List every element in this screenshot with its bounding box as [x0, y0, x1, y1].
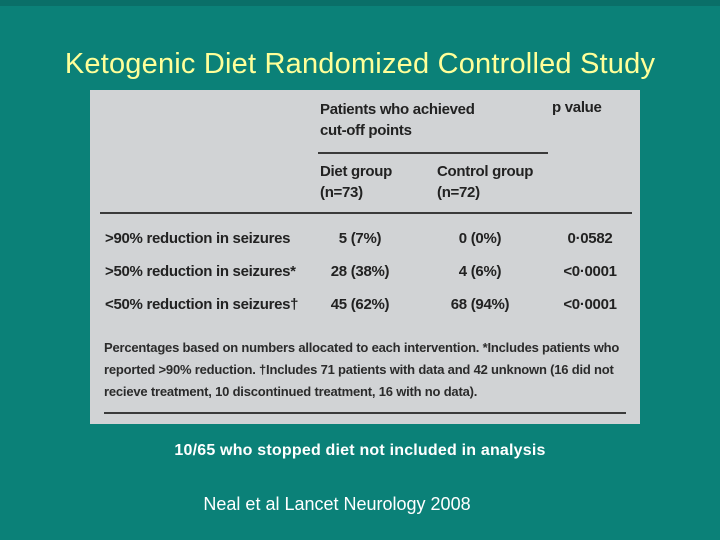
- table-pvalue-column-header: p value: [552, 99, 602, 116]
- table-span-column-header: Patients who achieved cut-off points: [320, 101, 475, 139]
- header-body-divider-rule: [100, 212, 632, 214]
- row-label: >50% reduction in seizures*: [105, 263, 296, 280]
- control-group-value: 0 (0%): [458, 230, 502, 247]
- table-row: <50% reduction in seizures† 45 (62%) 68 …: [90, 296, 640, 313]
- table-footnote: Percentages based on numbers allocated t…: [104, 340, 620, 399]
- slide-top-edge: [0, 0, 720, 6]
- p-value: <0·0001: [563, 263, 617, 280]
- study-results-table: Patients who achieved cut-off points p v…: [90, 90, 640, 424]
- control-group-value: 4 (6%): [458, 263, 502, 280]
- diet-group-column-header: Diet group (n=73): [320, 163, 392, 201]
- table-row: >50% reduction in seizures* 28 (38%) 4 (…: [90, 263, 640, 280]
- slide-title: Ketogenic Diet Randomized Controlled Stu…: [64, 48, 656, 80]
- p-value: 0·0582: [567, 230, 613, 247]
- diet-group-value: 5 (7%): [338, 230, 382, 247]
- diet-group-value: 45 (62%): [330, 296, 390, 313]
- table-row: >90% reduction in seizures 5 (7%) 0 (0%)…: [90, 230, 640, 247]
- control-group-column-header: Control group (n=72): [437, 163, 534, 201]
- p-value: <0·0001: [563, 296, 617, 313]
- row-label: >90% reduction in seizures: [105, 230, 291, 247]
- span-header-rule: [318, 152, 548, 154]
- row-label: <50% reduction in seizures†: [105, 296, 299, 313]
- citation: Neal et al Lancet Neurology 2008: [203, 494, 471, 514]
- diet-group-value: 28 (38%): [330, 263, 390, 280]
- control-group-value: 68 (94%): [450, 296, 510, 313]
- table-bottom-rule: [104, 412, 626, 414]
- analysis-note: 10/65 who stopped diet not included in a…: [174, 442, 546, 459]
